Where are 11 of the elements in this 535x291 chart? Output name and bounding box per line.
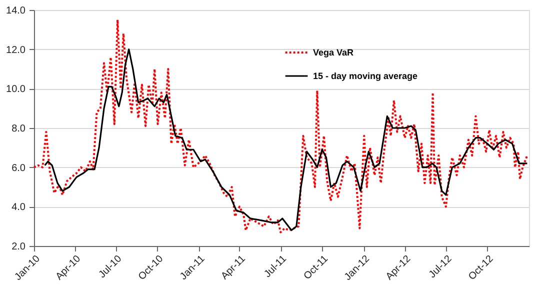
y-tick-label: 10.0 xyxy=(6,84,26,96)
line-series xyxy=(33,18,528,234)
y-tick-label: 4.0 xyxy=(12,202,26,214)
y-tick-label: 2.0 xyxy=(12,242,26,252)
y-tick-label: 6.0 xyxy=(12,162,26,174)
y-tick-label: 8.0 xyxy=(12,124,26,134)
line-series xyxy=(44,48,528,232)
y-tick-label: 12.0 xyxy=(6,44,26,56)
y-tick-label: 14.0 xyxy=(6,6,26,16)
legend-label: Vega VaR xyxy=(313,48,354,58)
legend-label: 15 - day moving average xyxy=(313,71,418,81)
